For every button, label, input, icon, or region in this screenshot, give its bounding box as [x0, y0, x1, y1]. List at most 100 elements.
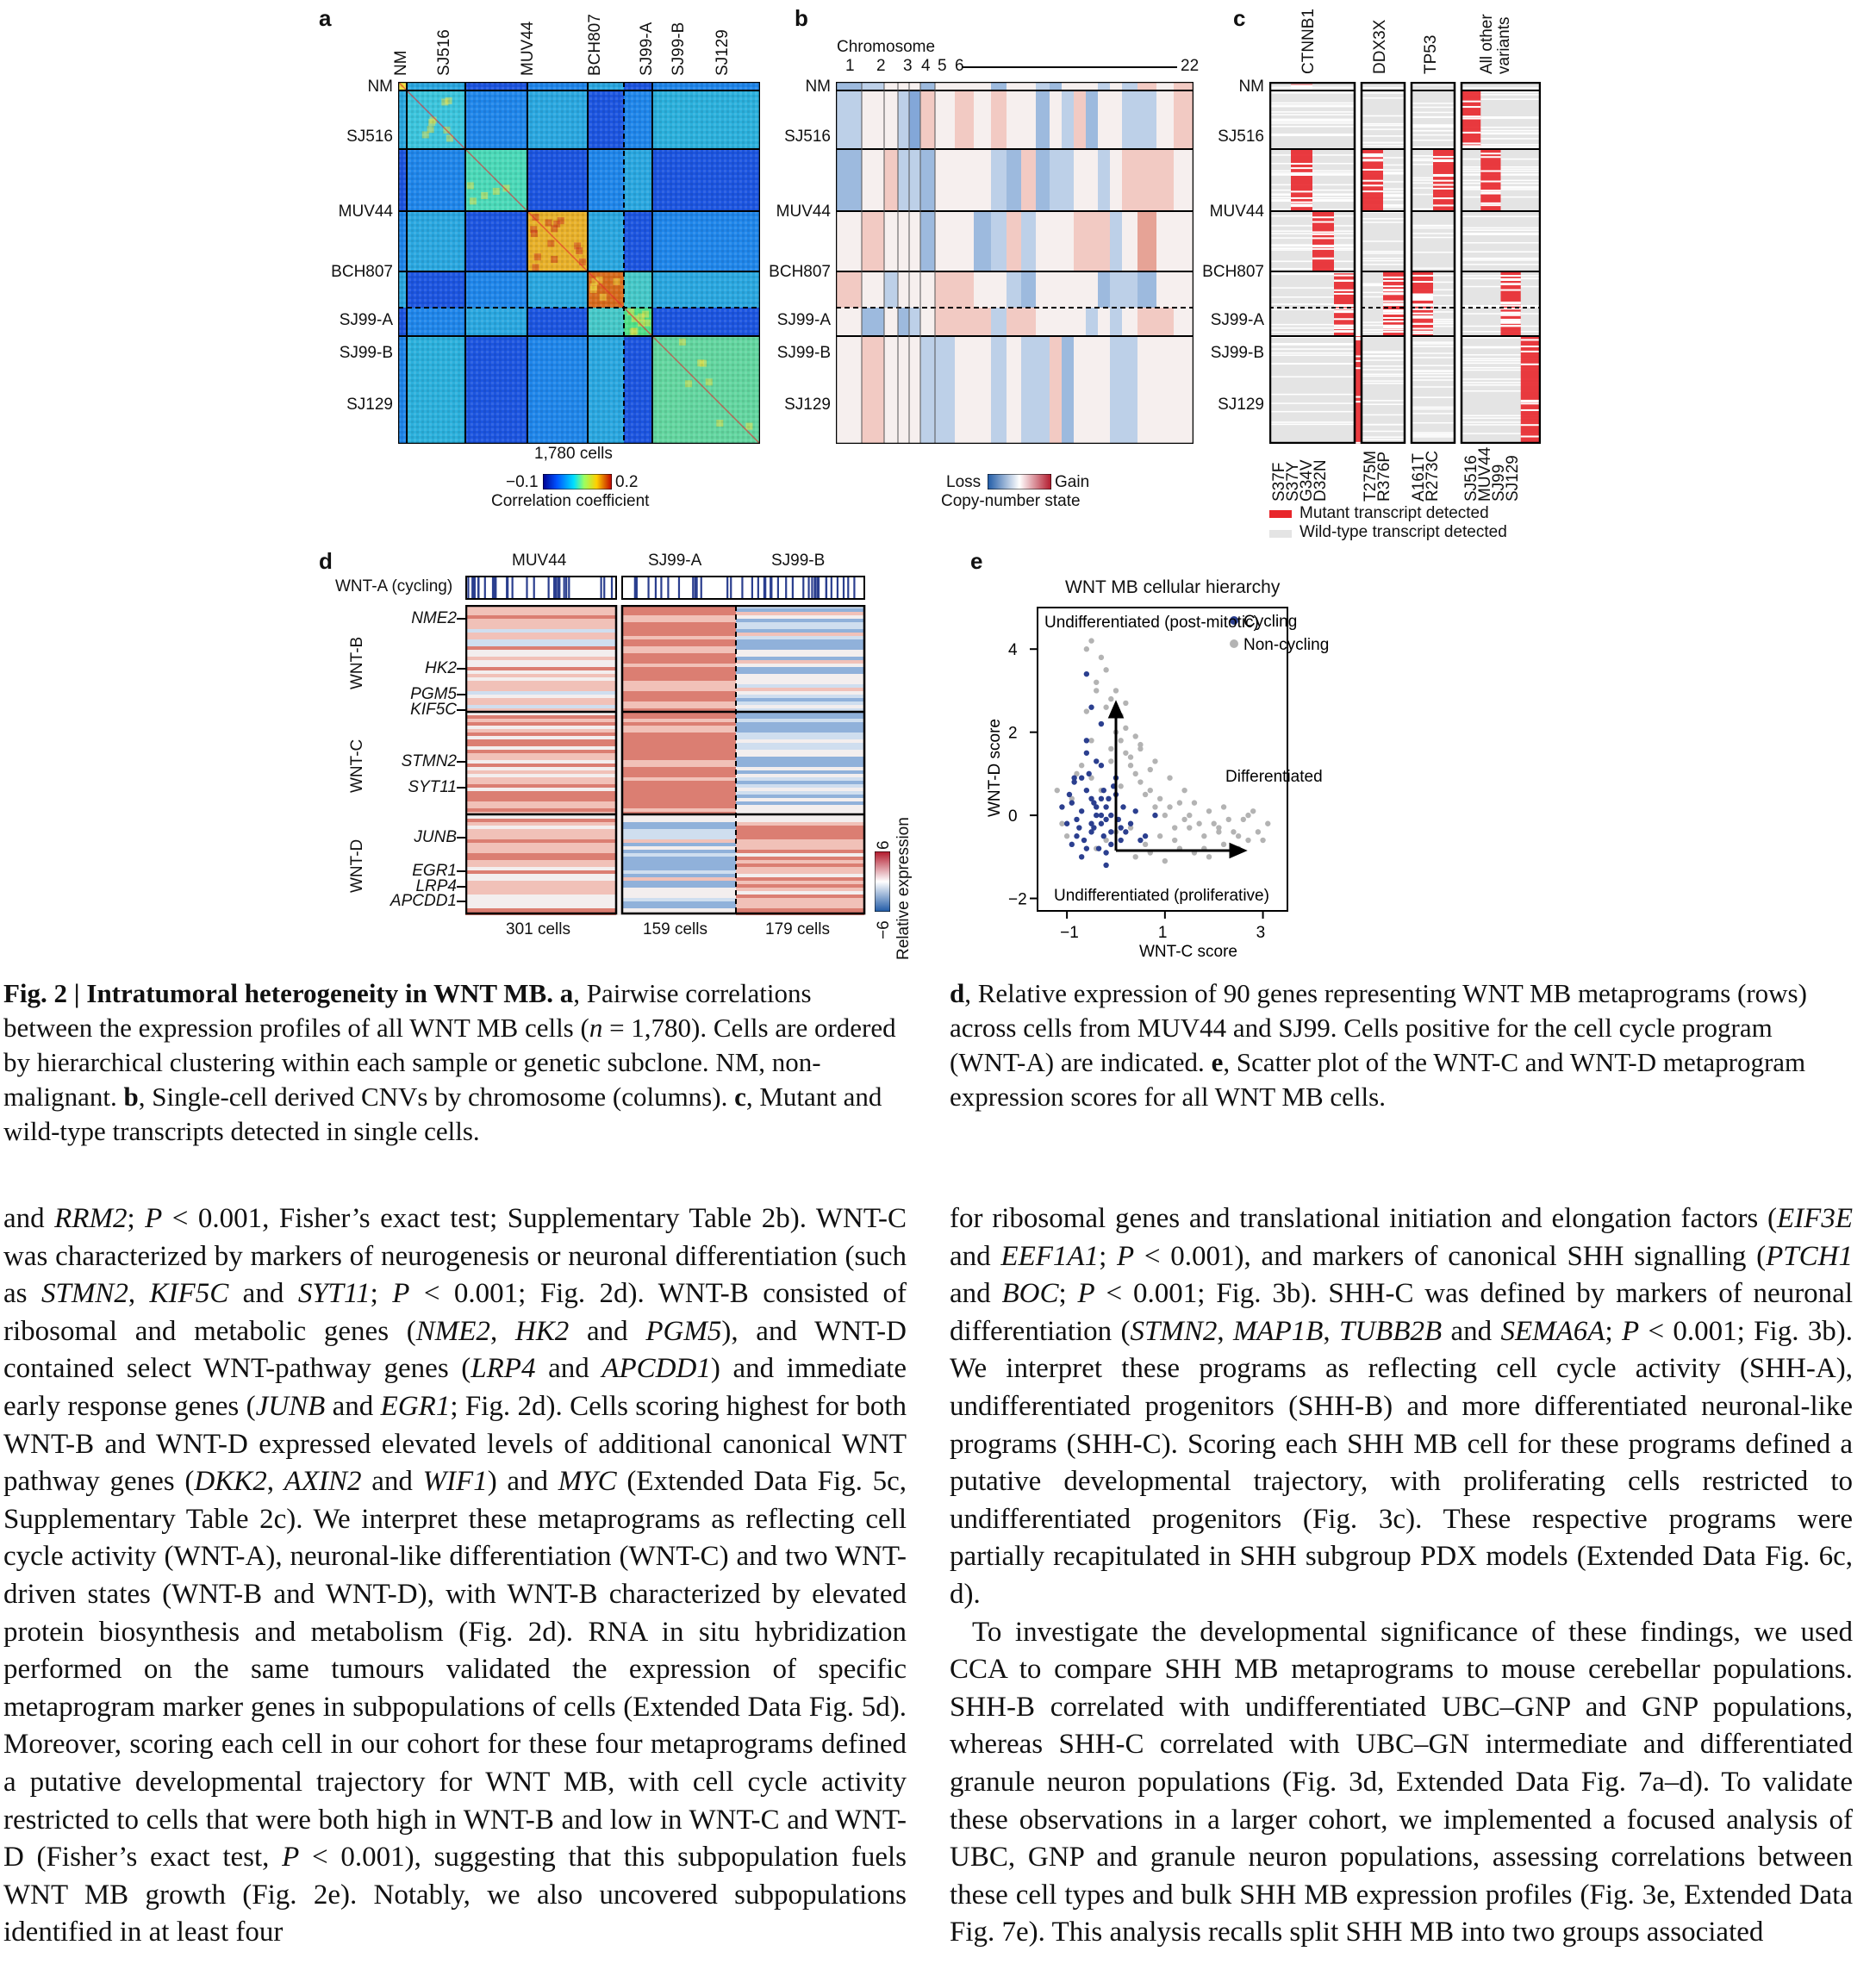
cycling-point: [1123, 829, 1129, 835]
body-paragraph: To investigate the developmental signifi…: [950, 1616, 1853, 1948]
gene-label: NME2: [411, 609, 457, 627]
cap-d-text: , Relative expression of 90 genes repres…: [950, 978, 1807, 1077]
cycling-point: [1083, 787, 1090, 794]
x-tick-label: 1: [1158, 924, 1168, 942]
cycling-point: [1071, 779, 1077, 785]
sample-sj99b-label: SJ99-B: [771, 552, 826, 570]
noncycling-point: [1074, 770, 1080, 777]
noncycling-point: [1260, 837, 1266, 844]
noncycling-point: [1176, 800, 1183, 806]
sample-column-label: BCH807: [586, 14, 604, 76]
gene-ctnnb1-label: CTNNB1: [1299, 8, 1318, 74]
y-tick-label: −2: [1008, 891, 1027, 909]
cycling-point: [1094, 812, 1100, 819]
noncycling-point: [1187, 812, 1193, 819]
gene-tp53-label: TP53: [1422, 34, 1440, 74]
noncycling-point: [1127, 754, 1134, 760]
noncycling-point: [1156, 795, 1163, 802]
expression-scale-max: 6: [875, 840, 893, 850]
body-paragraph: and RRM2; P < 0.001, Fisher’s exact test…: [3, 1203, 907, 1948]
noncycling-point: [1132, 854, 1138, 860]
cycling-point: [1066, 791, 1073, 798]
cycling-point: [1106, 795, 1112, 802]
noncycling-point: [1063, 833, 1070, 839]
noncycling-point: [1137, 745, 1144, 752]
cycling-point: [1132, 808, 1138, 814]
cycling-point: [1069, 800, 1075, 806]
scatter-title: WNT MB cellular hierarchy: [1065, 577, 1281, 597]
sj99a-cells-count: 159 cells: [643, 920, 707, 938]
noncycling-point: [1103, 837, 1109, 844]
noncycling-point: [1094, 679, 1100, 685]
noncycling-point: [1088, 738, 1094, 744]
noncycling-point: [1123, 725, 1129, 732]
noncycling-point: [1216, 825, 1222, 831]
legend-noncycling-label: Non-cycling: [1243, 636, 1329, 654]
annotation-post-mitotic: Undifferentiated (post-mitotic): [1044, 614, 1259, 632]
sample-row-label: BCH807: [1202, 263, 1264, 281]
sample-row-label: NM: [1238, 78, 1264, 96]
cycling-point: [1088, 704, 1094, 710]
sample-column-label: NM: [392, 50, 410, 76]
cycling-point: [1108, 829, 1114, 835]
noncycling-point: [1162, 812, 1169, 819]
cycling-point: [1142, 833, 1149, 839]
correlation-colorbar: [543, 474, 612, 489]
gene-tick: [457, 886, 465, 888]
cycling-point: [1098, 720, 1105, 727]
noncycling-point: [1069, 795, 1075, 802]
noncycling-point: [1152, 758, 1158, 764]
cycling-point: [1078, 775, 1085, 781]
noncycling-point: [1211, 820, 1217, 826]
noncycling-point: [1127, 825, 1134, 831]
sj99b-cells-count: 179 cells: [765, 920, 830, 938]
noncycling-point: [1118, 738, 1124, 744]
noncycling-point: [1172, 825, 1178, 831]
cap-c-text: , Mutant and wild-type transcripts detec…: [3, 1082, 882, 1146]
loss-label: Loss: [946, 473, 982, 491]
cycling-point: [1083, 738, 1090, 744]
panel-a-scale-min: −0.1: [506, 473, 539, 491]
noncycling-point: [1265, 820, 1271, 826]
cap-c-label: c: [734, 1082, 746, 1112]
gene-tick: [457, 837, 465, 838]
sample-row-label: NM: [805, 78, 831, 96]
variant-label: D32N: [1312, 459, 1330, 502]
panel-d-label: d: [319, 548, 333, 574]
cycling-point: [1095, 845, 1102, 851]
sample-row-label: SJ99-B: [776, 344, 831, 362]
noncycling-point: [1137, 741, 1144, 748]
noncycling-point: [1132, 733, 1138, 739]
noncycling-point: [1216, 829, 1222, 835]
noncycling-point: [1108, 758, 1114, 764]
annotation-proliferative: Undifferentiated (proliferative): [1054, 887, 1269, 905]
noncycling-point: [1098, 654, 1105, 661]
sample-row-label: SJ129: [346, 396, 393, 414]
cycling-point: [1078, 854, 1085, 860]
sample-row-label: SJ516: [346, 128, 393, 146]
noncycling-point: [1220, 841, 1227, 848]
x-tick-label: −1: [1060, 924, 1079, 942]
variant-label: SJ129: [1504, 455, 1522, 502]
noncycling-point: [1083, 708, 1090, 714]
gene-label: PGM5: [410, 685, 457, 703]
noncycling-point: [1231, 829, 1237, 835]
gene-tick: [457, 787, 465, 789]
cycling-point: [1103, 816, 1109, 823]
cycling-point: [1076, 825, 1082, 831]
mutation-panel-3: [1410, 82, 1456, 444]
noncycling-point: [1103, 667, 1109, 673]
noncycling-point: [1083, 646, 1090, 652]
horizontal-arrow-head: [1229, 842, 1248, 859]
cap-e-label: e: [1211, 1047, 1224, 1077]
cycling-point: [1078, 808, 1085, 814]
chromosome-tick: 5: [938, 57, 947, 75]
chromosome-tick: 22: [1181, 57, 1200, 75]
cycling-point: [1091, 800, 1097, 806]
program-wnt-c-label: WNT-C: [348, 739, 366, 793]
cap-b-label: b: [123, 1082, 139, 1112]
noncycling-point: [1167, 775, 1173, 781]
panel-a-label: a: [319, 5, 332, 31]
noncycling-point: [1191, 800, 1198, 806]
noncycling-point: [1245, 812, 1251, 819]
